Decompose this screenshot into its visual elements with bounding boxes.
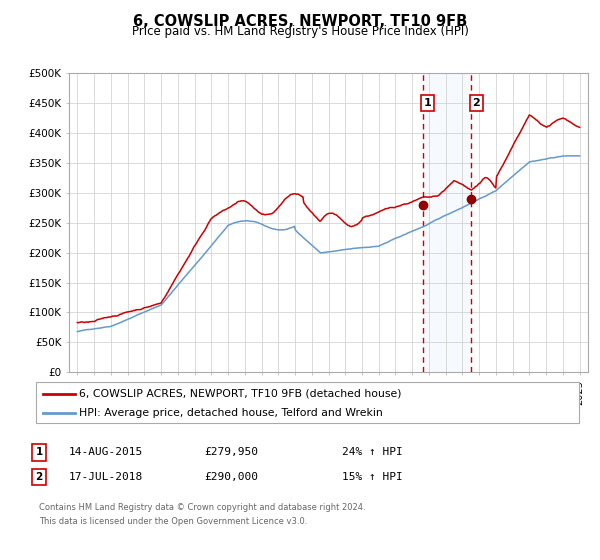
Text: 24% ↑ HPI: 24% ↑ HPI	[342, 447, 403, 458]
Text: £290,000: £290,000	[204, 472, 258, 482]
Text: Contains HM Land Registry data © Crown copyright and database right 2024.: Contains HM Land Registry data © Crown c…	[39, 503, 365, 512]
Text: 17-JUL-2018: 17-JUL-2018	[69, 472, 143, 482]
Text: Price paid vs. HM Land Registry's House Price Index (HPI): Price paid vs. HM Land Registry's House …	[131, 25, 469, 38]
Text: 1: 1	[424, 98, 431, 108]
Text: 6, COWSLIP ACRES, NEWPORT, TF10 9FB (detached house): 6, COWSLIP ACRES, NEWPORT, TF10 9FB (det…	[79, 389, 402, 399]
Text: 2: 2	[35, 472, 43, 482]
Text: 6, COWSLIP ACRES, NEWPORT, TF10 9FB: 6, COWSLIP ACRES, NEWPORT, TF10 9FB	[133, 14, 467, 29]
Text: 2: 2	[473, 98, 481, 108]
Text: This data is licensed under the Open Government Licence v3.0.: This data is licensed under the Open Gov…	[39, 517, 307, 526]
Bar	[422, 73, 472, 372]
Text: 15% ↑ HPI: 15% ↑ HPI	[342, 472, 403, 482]
Text: £279,950: £279,950	[204, 447, 258, 458]
Text: 14-AUG-2015: 14-AUG-2015	[69, 447, 143, 458]
Text: HPI: Average price, detached house, Telford and Wrekin: HPI: Average price, detached house, Telf…	[79, 408, 383, 418]
Text: 1: 1	[35, 447, 43, 458]
